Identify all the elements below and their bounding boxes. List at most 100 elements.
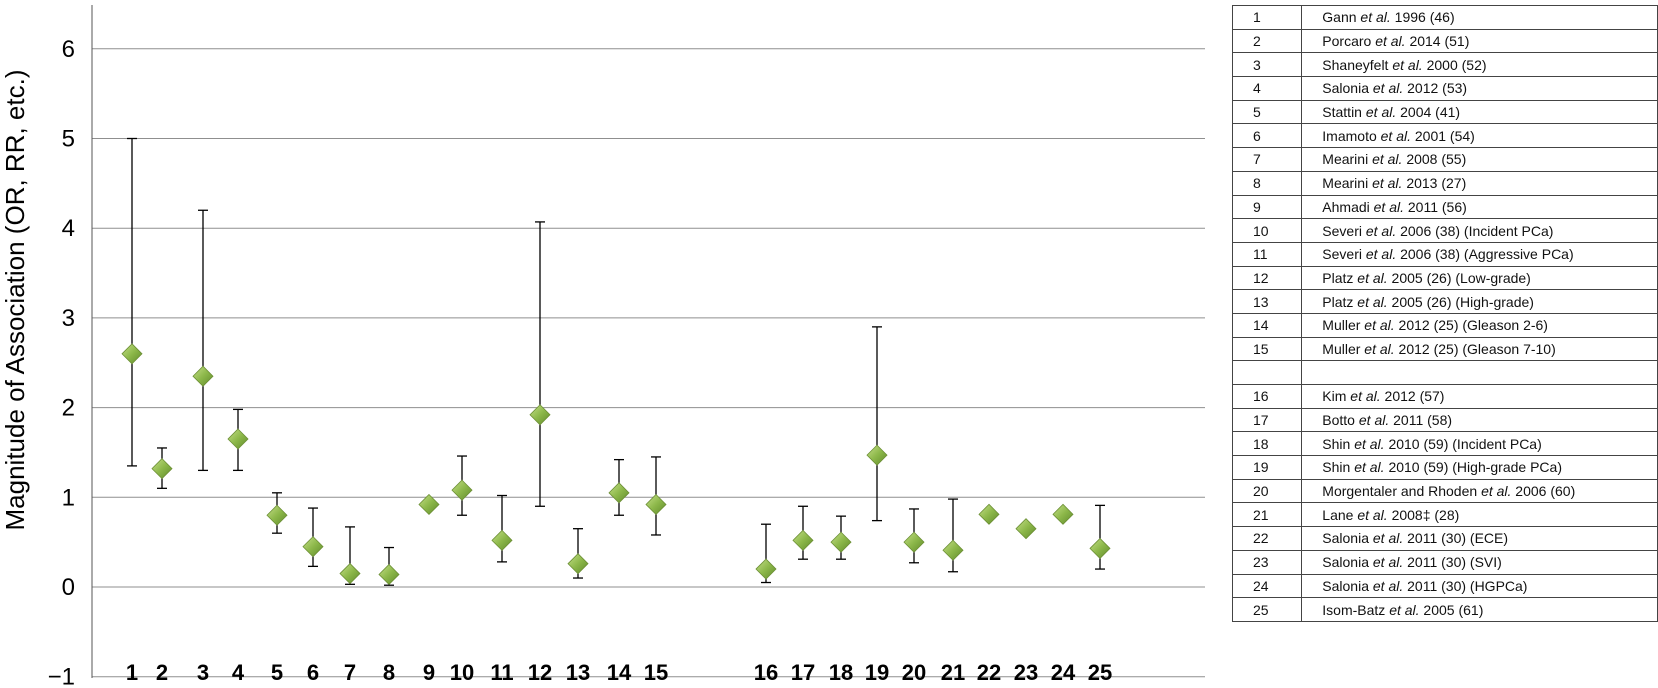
legend-reference: Shaneyfelt et al. 2000 (52): [1301, 52, 1658, 78]
legend-reference: Severi et al. 2006 (38) (Aggressive PCa): [1301, 241, 1658, 267]
legend-number: 1: [1231, 5, 1303, 30]
legend-row: 15 Muller et al. 2012 (25) (Gleason 7-10): [1231, 336, 1658, 362]
legend-number: 6: [1231, 123, 1303, 149]
legend-number: 24: [1231, 573, 1303, 599]
legend-reference-pre: Stattin: [1322, 104, 1366, 121]
legend-row: 22 Salonia et al. 2011 (30) (ECE): [1231, 526, 1658, 551]
legend-reference-et: et al.: [1364, 340, 1395, 357]
y-axis-label: Magnitude of Association (OR, RR, etc.): [0, 70, 30, 531]
legend-reference-pre: Salonia: [1322, 530, 1373, 547]
data-point-marker: [792, 529, 814, 551]
legend-reference-et: et al.: [1392, 56, 1423, 73]
data-point-marker: [227, 428, 249, 450]
x-tick-label: 8: [383, 660, 395, 685]
data-point-marker: [903, 531, 925, 553]
legend-number: 20: [1231, 478, 1303, 504]
data-point-marker: [266, 504, 288, 526]
gridlines: [92, 48, 1205, 678]
data-point-marker: [192, 365, 214, 387]
y-tick-label: −1: [48, 664, 75, 688]
legend-reference-pre: Morgentaler and Rhoden: [1322, 483, 1482, 500]
legend-reference-et: et al.: [1365, 222, 1397, 239]
legend-reference: Kim et al. 2012 (57): [1301, 384, 1658, 409]
legend-row: 5 Stattin et al. 2004 (41): [1231, 99, 1658, 125]
x-tick-label: 18: [829, 660, 853, 685]
legend-number: 14: [1231, 312, 1303, 338]
legend-reference: [1301, 360, 1658, 385]
legend-reference-pre: Shin: [1322, 435, 1355, 452]
legend-reference-pre: Salonia: [1322, 577, 1373, 594]
legend-reference-et: et al.: [1360, 9, 1391, 26]
legend-reference-pre: Shin: [1322, 459, 1355, 476]
x-tick-label: 4: [232, 660, 245, 685]
x-tick-label: 13: [566, 660, 590, 685]
legend-reference-pre: Imamoto: [1322, 127, 1381, 144]
legend-reference: Gann et al. 1996 (46): [1301, 5, 1658, 30]
legend-reference: Botto et al. 2011 (58): [1301, 407, 1658, 433]
legend-row: 7 Mearini et al. 2008 (55): [1231, 147, 1658, 172]
legend-reference-et: et al.: [1389, 601, 1420, 618]
legend-reference-pre: Kim: [1322, 388, 1351, 405]
error-bar: [198, 209, 208, 472]
x-tick-label: 7: [344, 660, 356, 685]
legend-reference-et: et al.: [1364, 317, 1395, 334]
legend-reference-post: 2010 (59) (High-grade PCa): [1384, 459, 1562, 476]
legend-row: 21 Lane et al. 2008‡ (28): [1231, 502, 1658, 528]
legend-row: 25 Isom-Batz et al. 2005 (61): [1231, 597, 1658, 622]
data-point-marker: [529, 404, 551, 426]
legend-number: 21: [1231, 502, 1303, 528]
legend-number: 17: [1231, 407, 1303, 433]
legend-reference-et: et al.: [1357, 506, 1388, 523]
legend-number: 15: [1231, 336, 1303, 362]
legend-number: 8: [1231, 170, 1303, 196]
legend-reference-pre: Platz: [1322, 293, 1358, 310]
legend-number: 10: [1231, 218, 1303, 243]
legend-reference: Muller et al. 2012 (25) (Gleason 2-6): [1301, 312, 1658, 338]
legend-reference-post: 2013 (27): [1402, 175, 1467, 192]
legend-reference-post: 2012 (25) (Gleason 7-10): [1394, 340, 1556, 357]
legend-reference-et: et al.: [1481, 483, 1512, 500]
legend-reference-et: et al.: [1365, 246, 1397, 263]
legend-row: 23 Salonia et al. 2011 (30) (SVI): [1231, 549, 1658, 575]
data-points: [121, 343, 1111, 586]
y-tick-label: 1: [62, 484, 75, 511]
legend-number: 12: [1231, 265, 1303, 291]
legend-row: 12 Platz et al. 2005 (26) (Low-grade): [1231, 265, 1658, 291]
data-point-marker: [567, 553, 589, 575]
error-bar: [535, 221, 545, 507]
legend-row: 10 Severi et al. 2006 (38) (Incident PCa): [1231, 218, 1658, 243]
legend-reference: Imamoto et al. 2001 (54): [1301, 123, 1658, 149]
legend-reference-post: 2011 (58): [1389, 412, 1453, 429]
legend-reference-pre: Ahmadi: [1322, 198, 1374, 215]
legend-reference-et: et al.: [1372, 577, 1404, 594]
legend-reference-post: 2010 (59) (Incident PCa): [1384, 435, 1542, 452]
data-point-marker: [378, 563, 400, 586]
legend-reference-post: 2011 (30) (SVI): [1403, 554, 1502, 571]
legend-reference-post: 2008 (55): [1402, 151, 1467, 168]
data-point-marker: [1089, 537, 1111, 559]
legend-reference: Mearini et al. 2013 (27): [1301, 170, 1658, 196]
legend-reference-post: 2011 (30) (HGPCa): [1403, 577, 1528, 594]
legend-reference-pre: Muller: [1322, 317, 1365, 334]
y-tick-label: 6: [62, 36, 75, 63]
legend-row: 17 Botto et al. 2011 (58): [1231, 407, 1658, 433]
legend-reference-pre: Muller: [1322, 340, 1365, 357]
legend-reference: Isom-Batz et al. 2005 (61): [1301, 597, 1658, 622]
error-bar: [872, 326, 882, 522]
legend-reference-pre: Mearini: [1322, 151, 1373, 168]
error-bar: [127, 137, 137, 467]
legend-number: 4: [1231, 76, 1303, 101]
legend-number: 19: [1231, 455, 1303, 480]
y-tick-label: 4: [62, 215, 75, 242]
legend-reference-et: et al.: [1375, 33, 1406, 50]
legend-row: 11 Severi et al. 2006 (38) (Aggressive PC…: [1231, 241, 1658, 267]
legend-reference: Shin et al. 2010 (59) (Incident PCa): [1301, 431, 1658, 457]
y-tick-label: 3: [62, 305, 75, 332]
legend-reference: Muller et al. 2012 (25) (Gleason 7-10): [1301, 336, 1658, 362]
legend-row: 16 Kim et al. 2012 (57): [1231, 384, 1658, 409]
legend-reference-pre: Severi: [1322, 246, 1366, 263]
legend-row: 3 Shaneyfelt et al. 2000 (52): [1231, 52, 1658, 78]
legend-reference-pre: Shaneyfelt: [1322, 56, 1393, 73]
x-tick-label: 2: [156, 660, 168, 685]
